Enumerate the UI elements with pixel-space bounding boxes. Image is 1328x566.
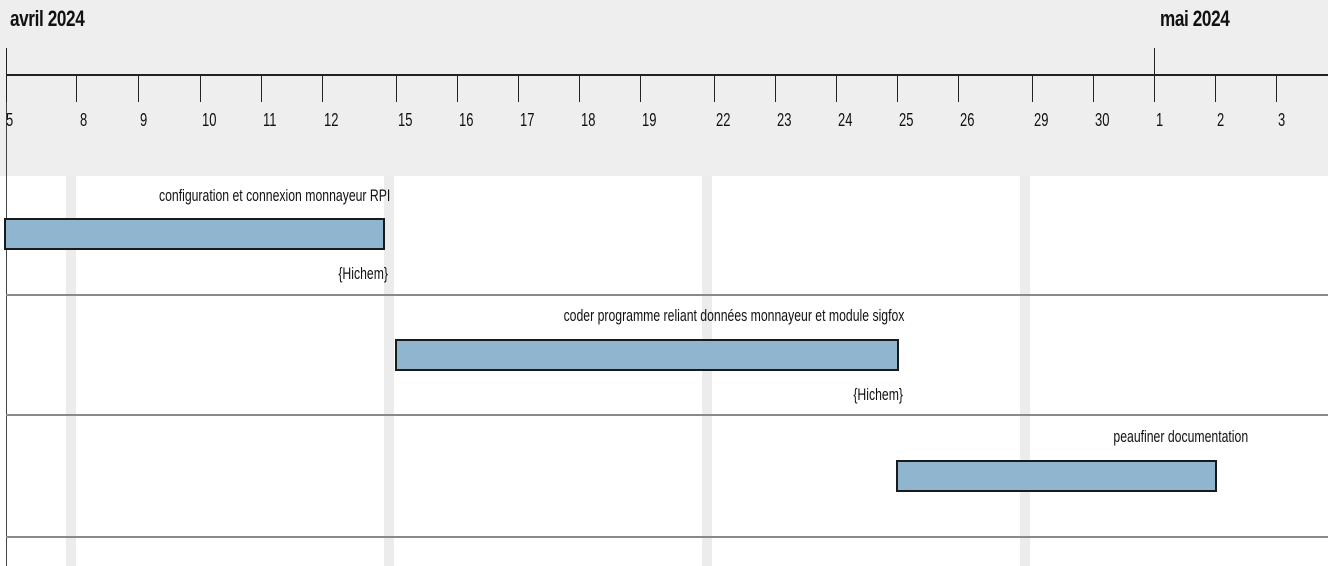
row-divider (6, 414, 1328, 416)
day-label: 29 (1034, 110, 1049, 130)
month-label-mai: mai 2024 (1160, 6, 1230, 31)
day-tick (775, 76, 776, 102)
task-name: coder programme reliant données monnayeu… (563, 306, 904, 325)
timeline-left-edge (6, 48, 7, 178)
day-label: 2 (1217, 110, 1225, 130)
day-label: 26 (960, 110, 975, 130)
day-tick (1032, 76, 1033, 102)
day-tick (958, 76, 959, 102)
task-name: peaufiner documentation (1113, 427, 1248, 446)
day-tick (261, 76, 262, 102)
day-label: 10 (202, 110, 217, 130)
day-label: 5 (6, 110, 14, 130)
day-label: 16 (459, 110, 474, 130)
day-label: 30 (1095, 110, 1110, 130)
day-label: 19 (642, 110, 657, 130)
day-label: 23 (777, 110, 792, 130)
day-tick (836, 76, 837, 102)
day-label: 12 (324, 110, 339, 130)
day-tick (714, 76, 715, 102)
day-tick (396, 76, 397, 102)
day-label: 11 (263, 110, 277, 130)
task-name: configuration et connexion monnayeur RPI (158, 186, 390, 205)
day-label: 22 (716, 110, 731, 130)
task-resource: {Hichem} (338, 264, 388, 283)
day-label: 9 (140, 110, 148, 130)
weekend-column (384, 176, 394, 566)
task-bar[interactable] (896, 460, 1217, 492)
weekend-column (1020, 176, 1030, 566)
month-tick-avril (6, 48, 7, 76)
day-tick (6, 76, 7, 102)
day-tick (640, 76, 641, 102)
task-bar[interactable] (4, 218, 385, 250)
task-bar[interactable] (395, 339, 899, 371)
task-resource: {Hichem} (853, 385, 903, 404)
timeline-header: avril 2024 mai 2024 5 8 9 10 11 12 15 16… (0, 0, 1328, 178)
day-tick (457, 76, 458, 102)
day-tick (897, 76, 898, 102)
day-tick (1093, 76, 1094, 102)
day-label: 18 (581, 110, 596, 130)
day-label: 17 (520, 110, 535, 130)
day-label: 3 (1278, 110, 1286, 130)
row-divider (6, 294, 1328, 296)
day-label: 8 (80, 110, 88, 130)
day-tick (200, 76, 201, 102)
day-tick (1215, 76, 1216, 102)
day-label: 25 (899, 110, 914, 130)
weekend-column (66, 176, 76, 566)
month-tick-mai (1154, 48, 1155, 76)
weekend-column (702, 176, 712, 566)
day-tick (579, 76, 580, 102)
day-label: 1 (1156, 110, 1164, 130)
day-label: 15 (398, 110, 413, 130)
day-tick (1276, 76, 1277, 102)
day-tick (518, 76, 519, 102)
day-tick (76, 76, 77, 102)
day-tick (322, 76, 323, 102)
day-tick (138, 76, 139, 102)
timeline-axis-line (6, 74, 1328, 76)
row-divider (6, 536, 1328, 538)
day-label: 24 (838, 110, 853, 130)
chart-left-edge (6, 176, 7, 566)
day-tick (1154, 76, 1155, 102)
month-label-avril: avril 2024 (10, 6, 85, 31)
